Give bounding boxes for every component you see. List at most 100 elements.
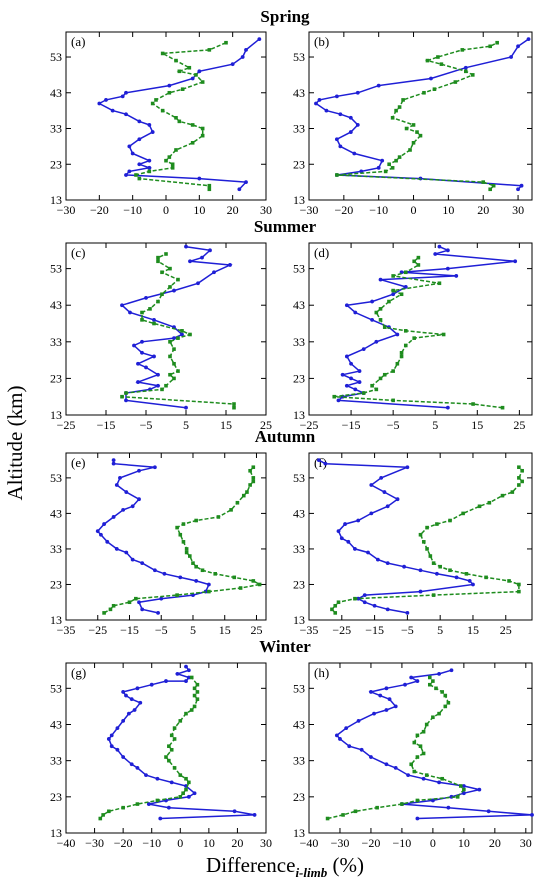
data-point-dashed-h	[440, 690, 444, 694]
data-point-dashed-f	[435, 522, 439, 526]
data-point-dashed-g	[184, 776, 188, 781]
data-point-dashed-e	[127, 600, 132, 605]
data-point-solid-g	[232, 809, 237, 814]
data-point-dashed-b	[432, 87, 437, 91]
data-point-dashed-c	[232, 405, 236, 410]
data-point-dashed-f	[517, 582, 521, 587]
data-point-dashed-g	[181, 791, 185, 796]
data-point-solid-h	[344, 726, 349, 731]
x-tick-label-f: 25	[500, 623, 512, 637]
data-point-dashed-f	[336, 600, 341, 605]
panel-frame-d	[308, 242, 533, 416]
data-point-solid-f	[471, 582, 475, 587]
data-point-dashed-e	[251, 465, 256, 470]
data-point-dashed-d	[416, 255, 421, 260]
x-tick-label-c: 15	[220, 418, 232, 432]
x-tick-label-f: 5	[437, 623, 443, 637]
data-point-dashed-h	[443, 704, 448, 709]
panel-frame-h	[308, 662, 533, 834]
panel-label-h: (h)	[314, 665, 329, 680]
data-point-solid-h	[421, 776, 426, 781]
data-point-solid-c	[156, 372, 160, 377]
data-point-solid-b	[463, 65, 468, 70]
data-point-solid-e	[140, 607, 145, 612]
data-point-dashed-d	[332, 394, 337, 399]
x-tick-label-f: −35	[300, 623, 319, 637]
data-point-solid-g	[121, 755, 126, 759]
data-point-solid-h	[437, 780, 441, 785]
data-point-dashed-e	[111, 603, 116, 608]
x-tick-label-f: −25	[332, 623, 351, 637]
data-point-dashed-f	[517, 476, 521, 480]
y-tick-label-c: 13	[50, 408, 62, 422]
y-tick-label-a: 23	[50, 157, 62, 171]
panels: (a) −30 −20 −10 0 10 20 30 13 23 33 43 53 (b) −30 −20 −1…	[50, 31, 534, 850]
data-point-dashed-h	[341, 813, 345, 817]
data-point-dashed-a	[207, 183, 212, 188]
data-point-solid-g	[132, 708, 137, 712]
data-point-dashed-h	[418, 744, 423, 748]
data-point-dashed-c	[120, 394, 124, 399]
data-point-solid-e	[95, 529, 100, 534]
data-point-dashed-b	[335, 173, 339, 177]
data-point-solid-b	[348, 130, 353, 134]
data-point-solid-b	[352, 151, 357, 156]
data-point-solid-h	[406, 773, 411, 778]
y-tick-label-a: 33	[50, 122, 62, 136]
x-tick-label-h: 30	[520, 836, 532, 850]
data-point-solid-d	[349, 376, 353, 381]
data-point-dashed-e	[102, 611, 106, 615]
series-line-dashed-g	[99, 677, 199, 819]
data-point-dashed-c	[156, 299, 160, 304]
data-point-dashed-c	[176, 369, 180, 373]
data-point-dashed-c	[188, 332, 192, 337]
x-tick-label-e: −15	[120, 623, 139, 637]
data-point-dashed-a	[177, 119, 182, 124]
data-point-solid-a	[124, 112, 128, 117]
data-point-solid-e	[124, 550, 129, 555]
data-point-dashed-f	[517, 465, 521, 470]
x-tick-label-a: −20	[90, 203, 109, 217]
data-point-dashed-a	[190, 141, 195, 145]
data-point-dashed-c	[124, 391, 128, 395]
data-point-solid-h	[530, 813, 534, 817]
data-point-dashed-d	[399, 350, 404, 355]
data-point-solid-d	[361, 347, 366, 352]
data-point-dashed-d	[403, 270, 408, 275]
x-tick-label-a: −30	[57, 203, 76, 217]
data-point-dashed-e	[248, 483, 252, 487]
x-axis-label: Differencei-limb (%)	[206, 853, 364, 880]
panel-frame-e	[65, 452, 267, 621]
data-point-dashed-h	[424, 773, 429, 777]
data-point-solid-g	[135, 686, 140, 691]
data-point-dashed-e	[232, 575, 237, 580]
data-point-solid-a	[137, 119, 142, 124]
data-point-dashed-f	[333, 603, 338, 608]
panel-label-c: (c)	[71, 245, 85, 260]
data-point-solid-h	[393, 765, 398, 770]
data-point-solid-c	[144, 365, 148, 370]
y-tick-label-d: 33	[293, 335, 305, 349]
data-point-dashed-a	[194, 73, 198, 77]
panel-d: (d) −25 −15 −5 5 15 25 13 23 33 43 53	[293, 242, 533, 432]
data-point-dashed-h	[415, 755, 420, 759]
data-point-dashed-f	[353, 596, 357, 601]
data-point-dashed-e	[248, 468, 252, 473]
data-point-solid-g	[252, 813, 257, 817]
data-point-dashed-h	[440, 776, 444, 781]
data-point-dashed-b	[394, 108, 398, 113]
data-point-solid-g	[164, 679, 168, 683]
data-point-solid-b	[338, 144, 343, 149]
x-tick-label-h: −20	[362, 836, 381, 850]
data-point-solid-a	[147, 165, 152, 170]
data-point-dashed-d	[395, 361, 400, 366]
data-point-solid-d	[403, 285, 408, 289]
data-point-dashed-d	[378, 376, 383, 381]
x-tick-label-b: −20	[334, 203, 353, 217]
data-point-dashed-g	[172, 766, 177, 770]
data-point-dashed-d	[403, 329, 408, 333]
data-point-solid-c	[156, 383, 160, 388]
data-point-dashed-c	[172, 376, 176, 381]
data-point-dashed-b	[390, 115, 395, 120]
y-tick-label-g: 33	[50, 754, 62, 768]
